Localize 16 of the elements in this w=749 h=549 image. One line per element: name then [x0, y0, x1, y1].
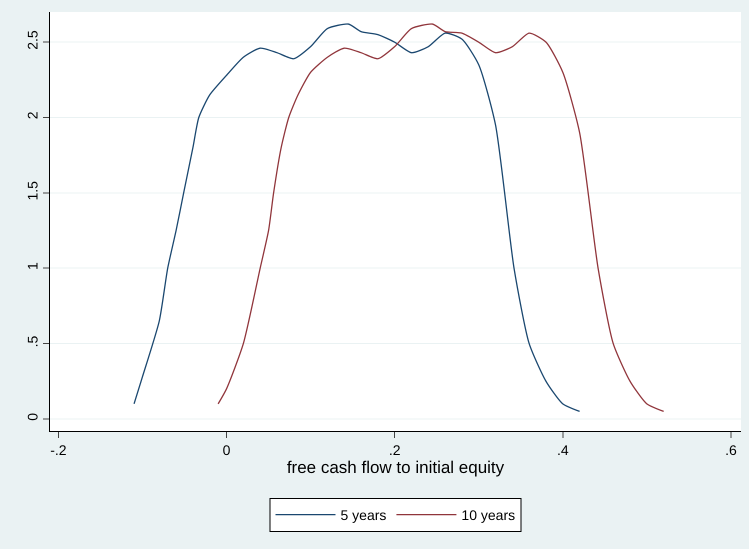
x-tick-label: -.2 — [50, 442, 67, 458]
line-series — [133, 23, 580, 412]
y-tick-label: 1 — [24, 262, 40, 270]
y-tick-label: 2 — [24, 111, 40, 120]
y-tick-label: .5 — [24, 335, 40, 348]
line-series — [217, 23, 664, 412]
y-tick-label: 2.5 — [24, 30, 40, 50]
x-tick-label: .4 — [556, 442, 569, 458]
y-tick-label: 0 — [24, 412, 40, 421]
x-tick-label: 0 — [222, 442, 231, 458]
legend-label: 10 years — [461, 507, 516, 524]
x-tick-label: .2 — [388, 442, 401, 458]
x-axis-title: free cash flow to initial equity — [286, 458, 505, 478]
legend-label: 5 years — [340, 507, 386, 524]
x-tick-label: .6 — [725, 442, 737, 458]
y-tick-label: 1.5 — [24, 180, 40, 200]
